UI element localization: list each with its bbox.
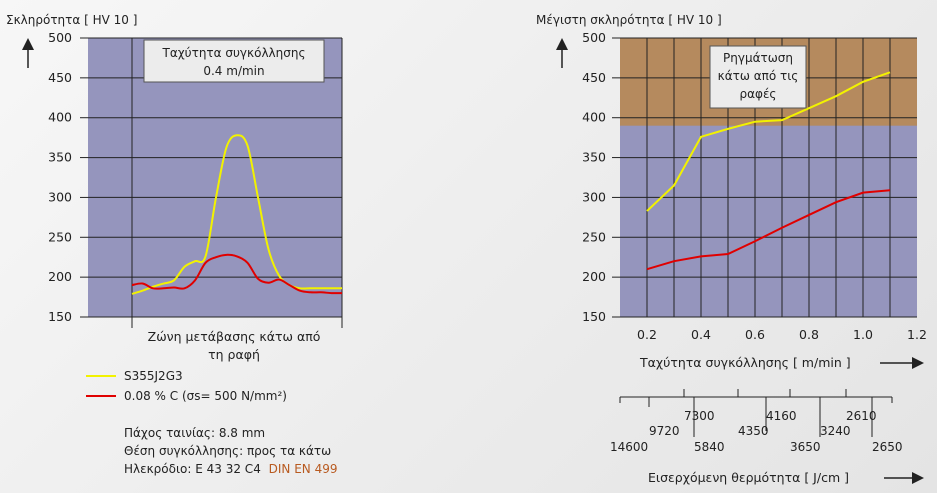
heat-axis-label: Εισερχόμενη θερμότητα [ J/cm ] <box>648 470 849 485</box>
heat-upper-1: 7300 <box>684 409 715 423</box>
legend-label-008c: 0.08 % C (σs= 500 N/mm²) <box>124 389 287 403</box>
heat-middle-3: 3240 <box>820 424 851 438</box>
left-tick-label-450: 450 <box>48 70 72 85</box>
right-x-axis-label: Ταχύτητα συγκόλλησης [ m/min ] <box>639 355 851 370</box>
left-tick-label-350: 350 <box>48 150 72 165</box>
heat-upper-3: 2610 <box>846 409 877 423</box>
left-y-ticks: 150 200 250 300 350 400 450 500 <box>48 30 88 324</box>
heat-upper-2: 4160 <box>766 409 797 423</box>
crack-box-line2: κάτω από τις <box>718 69 799 83</box>
left-tick-label-500: 500 <box>48 30 72 45</box>
right-y-ticks: 150 200 250 300 350 400 450 500 <box>582 30 620 324</box>
crack-box-line3: ραφές <box>740 87 777 101</box>
right-x-tick-label-1.2: 1.2 <box>907 327 927 342</box>
left-series-s355j2g3 <box>131 134 342 295</box>
right-tick-label-150: 150 <box>582 309 606 324</box>
right-x-tick-label-0.8: 0.8 <box>799 327 819 342</box>
left-speed-box: Ταχύτητα συγκόλλησης 0.4 m/min <box>143 39 325 83</box>
right-tick-label-300: 300 <box>582 189 606 204</box>
left-gridlines <box>88 37 342 318</box>
info-electrode: Ηλεκρόδιο: E 43 32 C4 DIN EN 499 <box>124 462 338 476</box>
heat-middle-2: 4350 <box>738 424 769 438</box>
right-x-ticks: 0.2 0.4 0.6 0.8 1.0 1.2 <box>637 327 927 342</box>
left-x-label-line1: Ζώνη μετάβασης κάτω από <box>148 329 321 344</box>
right-chart: Μέγιστη σκληρότητα [ HV 10 ] 150 200 250 30… <box>536 13 927 485</box>
info-thickness: Πάχος ταινίας: 8.8 mm <box>124 426 265 440</box>
right-x-tick-label-0.4: 0.4 <box>691 327 711 342</box>
left-x-label-line2: τη ραφή <box>208 347 260 362</box>
right-y-axis-label: Μέγιστη σκληρότητα [ HV 10 ] <box>536 13 722 27</box>
heat-lower-3: 3650 <box>790 440 821 454</box>
legend: S355J2G3 0.08 % C (σs= 500 N/mm²) <box>86 369 287 403</box>
left-chart: Σκληρότητα [ HV 10 ] 150 200 250 300 350 400 4… <box>6 13 343 362</box>
left-tick-label-200: 200 <box>48 269 72 284</box>
right-tick-label-500: 500 <box>582 30 606 45</box>
right-series-s355j2g3 <box>646 71 891 212</box>
right-tick-label-350: 350 <box>582 150 606 165</box>
right-x-tick-label-0.6: 0.6 <box>745 327 765 342</box>
right-tick-label-400: 400 <box>582 110 606 125</box>
left-tick-label-300: 300 <box>48 189 72 204</box>
heat-lower-4: 2650 <box>872 440 903 454</box>
heat-input-scale: 7300 4160 2610 9720 4350 3240 14600 5840… <box>610 389 903 454</box>
right-x-tick-label-0.2: 0.2 <box>637 327 657 342</box>
right-x-tick-label-1.0: 1.0 <box>853 327 873 342</box>
left-plot-area <box>88 38 342 317</box>
heat-middle-1: 9720 <box>649 424 680 438</box>
left-tick-label-400: 400 <box>48 110 72 125</box>
info-electrode-standard-link[interactable]: DIN EN 499 <box>269 462 338 476</box>
left-tick-label-150: 150 <box>48 309 72 324</box>
heat-lower-1: 14600 <box>610 440 648 454</box>
heat-lower-2: 5840 <box>694 440 725 454</box>
left-series-008c <box>131 253 343 295</box>
info-position: Θέση συγκόλλησης: προς τα κάτω <box>124 444 331 458</box>
right-tick-label-450: 450 <box>582 70 606 85</box>
crack-box-line1: Ρηγμάτωση <box>723 51 793 65</box>
left-tick-label-250: 250 <box>48 229 72 244</box>
left-box-line2: 0.4 m/min <box>203 64 264 78</box>
right-tick-label-200: 200 <box>582 269 606 284</box>
heat-scale-ticks <box>619 389 893 437</box>
left-y-axis-label: Σκληρότητα [ HV 10 ] <box>6 13 137 27</box>
legend-label-s355j2g3: S355J2G3 <box>124 369 183 383</box>
info-electrode-prefix: Ηλεκρόδιο: E 43 32 C4 <box>124 462 261 476</box>
process-info: Πάχος ταινίας: 8.8 mm Θέση συγκόλλησης: … <box>124 426 338 476</box>
right-tick-label-250: 250 <box>582 229 606 244</box>
right-series-008c <box>646 189 891 271</box>
left-box-line1: Ταχύτητα συγκόλλησης <box>161 46 305 60</box>
crack-box: Ρηγμάτωση κάτω από τις ραφές <box>709 45 807 109</box>
